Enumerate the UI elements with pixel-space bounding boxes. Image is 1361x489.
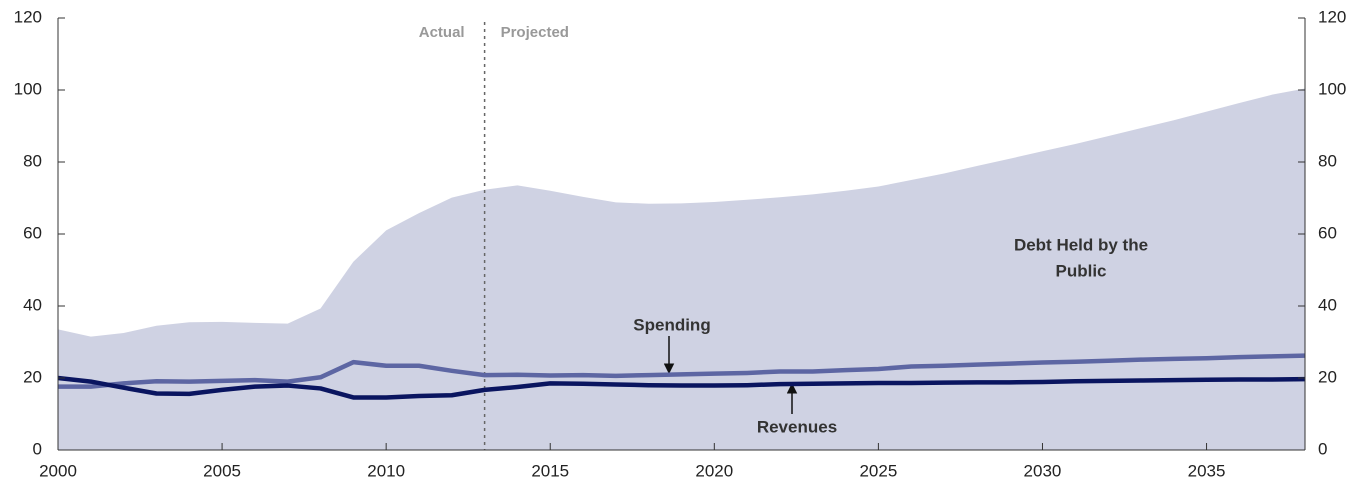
y-tick-label: 0 bbox=[33, 439, 42, 458]
y-tick-label: 60 bbox=[23, 223, 42, 242]
x-tick-label: 2025 bbox=[859, 461, 897, 480]
y-tick-label: 100 bbox=[14, 79, 42, 98]
y-tick-label: 120 bbox=[14, 7, 42, 26]
y2-tick-label: 100 bbox=[1318, 79, 1346, 98]
y2-tick-label: 0 bbox=[1318, 439, 1327, 458]
debt-label: Public bbox=[1055, 261, 1106, 280]
plot bbox=[58, 88, 1305, 450]
x-tick-label: 2035 bbox=[1188, 461, 1226, 480]
series-line bbox=[57, 375, 1306, 400]
revenues-label: Revenues bbox=[757, 417, 837, 436]
actual-label: Actual bbox=[419, 24, 465, 41]
y-tick-label: 20 bbox=[23, 367, 42, 386]
projected-label: Projected bbox=[501, 24, 569, 41]
y2-tick-label: 40 bbox=[1318, 295, 1337, 314]
x-tick-label: 2010 bbox=[367, 461, 405, 480]
x-tick-label: 2030 bbox=[1024, 461, 1062, 480]
y2-tick-label: 60 bbox=[1318, 223, 1337, 242]
y2-tick-label: 80 bbox=[1318, 151, 1337, 170]
x-tick-label: 2015 bbox=[531, 461, 569, 480]
y2-tick-label: 20 bbox=[1318, 367, 1337, 386]
series-line bbox=[58, 353, 1306, 389]
x-tick-label: 2020 bbox=[695, 461, 733, 480]
debt-area bbox=[58, 88, 1305, 450]
spending-label: Spending bbox=[633, 315, 710, 334]
x-tick-label: 2000 bbox=[39, 461, 77, 480]
y2-tick-label: 120 bbox=[1318, 7, 1346, 26]
debt-label: Debt Held by the bbox=[1014, 235, 1148, 254]
x-tick-label: 2005 bbox=[203, 461, 241, 480]
y-tick-label: 40 bbox=[23, 295, 42, 314]
y-tick-label: 80 bbox=[23, 151, 42, 170]
